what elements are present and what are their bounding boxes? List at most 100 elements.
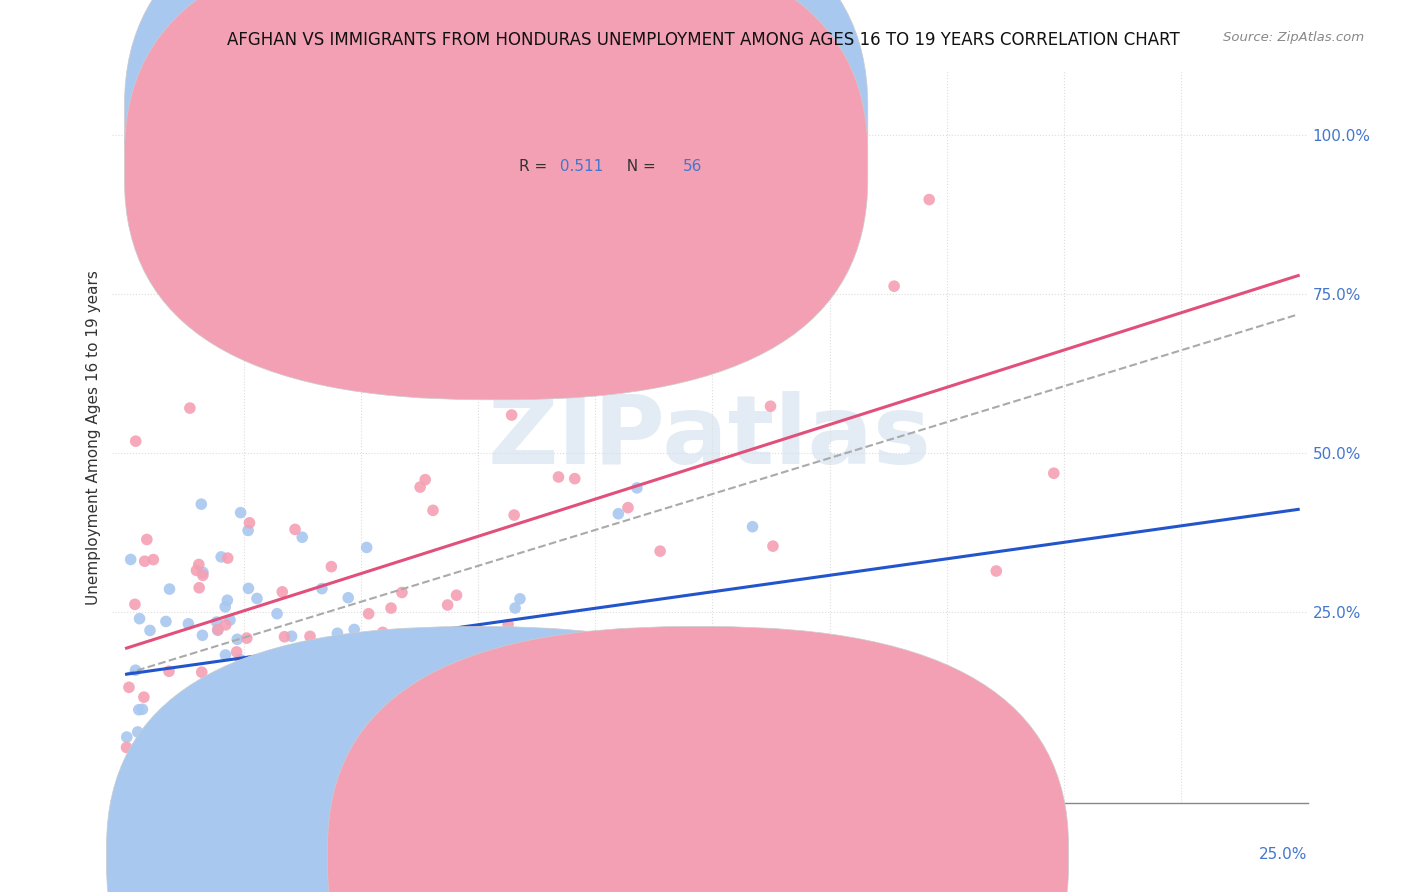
Text: R =: R = — [519, 159, 553, 174]
Point — [222, 694, 245, 708]
Y-axis label: Unemployment Among Ages 16 to 19 years: Unemployment Among Ages 16 to 19 years — [86, 269, 101, 605]
Point — [215, 617, 238, 632]
Point — [382, 698, 405, 713]
Point — [153, 764, 176, 778]
Text: 25.0%: 25.0% — [1260, 847, 1308, 862]
Point — [354, 702, 377, 716]
Point — [191, 628, 214, 642]
Point — [124, 663, 146, 677]
Point — [762, 539, 785, 553]
Point — [225, 645, 247, 659]
Point — [191, 566, 214, 580]
Point — [607, 507, 630, 521]
Point — [422, 503, 444, 517]
Point — [131, 742, 153, 756]
Point — [503, 601, 526, 615]
Point — [153, 720, 176, 734]
FancyBboxPatch shape — [107, 626, 848, 892]
Point — [291, 530, 314, 544]
Point — [188, 703, 211, 717]
Point — [187, 719, 209, 733]
Point — [202, 687, 225, 701]
FancyBboxPatch shape — [125, 0, 868, 400]
Point — [391, 585, 413, 599]
Point — [986, 564, 1008, 578]
Text: 56: 56 — [682, 159, 702, 174]
Point — [409, 480, 432, 494]
Point — [118, 764, 141, 778]
Point — [186, 563, 208, 577]
Point — [246, 591, 269, 606]
Point — [357, 607, 380, 621]
Point — [302, 736, 325, 750]
Point — [115, 730, 138, 744]
FancyBboxPatch shape — [125, 0, 868, 352]
Text: 0.444: 0.444 — [554, 112, 598, 127]
Point — [617, 500, 640, 515]
Point — [501, 408, 523, 422]
Point — [236, 631, 259, 645]
Point — [364, 748, 387, 763]
Point — [205, 615, 228, 629]
Text: 63: 63 — [682, 112, 702, 127]
Text: N =: N = — [617, 112, 661, 127]
Point — [436, 598, 458, 612]
Point — [179, 401, 201, 415]
Point — [118, 681, 141, 695]
Point — [148, 764, 170, 778]
Point — [509, 591, 531, 606]
Point — [266, 607, 288, 621]
Point — [128, 703, 150, 717]
Point — [135, 533, 157, 547]
Point — [311, 582, 333, 596]
Point — [678, 141, 700, 155]
Point — [326, 626, 349, 640]
Text: ZIPatlas: ZIPatlas — [488, 391, 932, 483]
Text: R =: R = — [519, 112, 553, 127]
Point — [236, 524, 259, 538]
Point — [229, 652, 252, 666]
Point — [172, 764, 194, 778]
Point — [380, 601, 402, 615]
Point — [741, 519, 763, 533]
Point — [219, 613, 242, 627]
Point — [271, 584, 294, 599]
Point — [159, 582, 181, 596]
Text: N =: N = — [617, 159, 661, 174]
Point — [496, 617, 519, 632]
Point — [217, 551, 239, 566]
Point — [188, 581, 211, 595]
Point — [190, 497, 212, 511]
Point — [343, 623, 366, 637]
Point — [214, 648, 236, 662]
Point — [120, 552, 142, 566]
Point — [304, 708, 326, 723]
Point — [229, 506, 252, 520]
Point — [297, 690, 319, 705]
Point — [1042, 467, 1064, 481]
Point — [177, 616, 200, 631]
Point — [470, 624, 492, 638]
Point — [142, 552, 165, 566]
Point — [134, 554, 156, 568]
Point — [155, 615, 177, 629]
Point — [648, 544, 671, 558]
Point — [207, 624, 229, 638]
Point — [229, 665, 252, 680]
Point — [238, 582, 260, 596]
Point — [318, 737, 340, 751]
Point — [236, 690, 259, 705]
Text: 0.0%: 0.0% — [112, 847, 152, 862]
Point — [217, 593, 239, 607]
Point — [131, 702, 153, 716]
Point — [413, 473, 436, 487]
Point — [280, 629, 302, 643]
Point — [413, 708, 436, 723]
Point — [242, 710, 264, 724]
Point — [209, 549, 232, 564]
Point — [198, 709, 221, 723]
Point — [356, 541, 378, 555]
Point — [284, 523, 307, 537]
Point — [132, 690, 155, 705]
Point — [157, 665, 180, 679]
